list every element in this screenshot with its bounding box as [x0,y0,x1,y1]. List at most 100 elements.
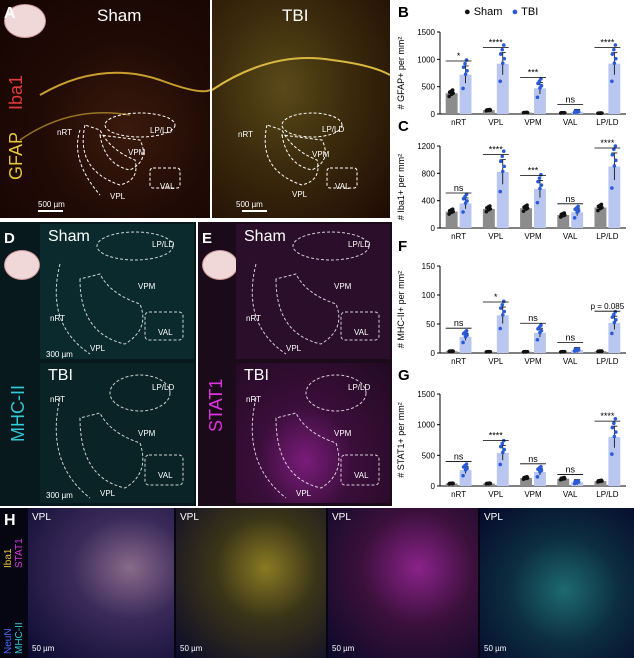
dot-tbi [612,320,617,325]
dot-tbi [463,468,468,472]
h-neun-label: NeuN [3,628,14,654]
dot-tbi [498,189,503,194]
region-lpld: LP/LD [150,126,173,135]
dot-tbi [539,172,543,177]
region-nrt: nRT [57,128,72,137]
bar-tbi [496,452,509,486]
panel-a-sham-image: A Sham nRT VPL VPM VAL LP/LD 500 µm Iba1… [0,0,210,218]
stain-iba1-label: Iba1 [6,74,26,110]
significance-label: **** [489,145,504,155]
dot-tbi [612,47,616,52]
x-tick-label: VAL [563,118,578,127]
dot-tbi [612,434,617,439]
y-tick-label: 1500 [417,28,435,37]
x-tick-label: nRT [451,490,466,499]
dot-tbi [461,340,465,345]
x-tick-label: VPM [524,232,542,241]
h-vpl-2: VPL [180,512,199,523]
y-tick-label: 500 [422,451,436,460]
x-tick-label: LP/LD [596,357,618,366]
region-vpm: VPM [138,282,156,291]
dot-tbi [498,444,503,449]
dot-tbi [498,52,503,56]
y-tick-label: 800 [422,169,436,178]
dot-tbi [572,215,577,220]
x-tick-label: LP/LD [596,490,618,499]
tbi-title: TBI [282,6,309,25]
panel-d-label: D [4,230,15,247]
dot-sham [521,209,526,213]
x-tick-label: VAL [563,232,578,241]
dot-sham [524,207,528,211]
dot-tbi [613,309,618,314]
region-vpm: VPM [312,150,330,159]
bar-tbi [608,436,621,486]
dot-tbi [610,52,615,56]
sham-subimage: Sham LP/LD VPM nRT VAL VPL 300 µm [40,224,194,359]
bar-tbi [459,470,472,486]
legend: ● Sham ● TBI [464,6,538,18]
tbi-outlines [212,57,390,189]
dot-tbi [501,43,506,47]
bar-sham [594,207,607,228]
dot-sham [487,208,491,212]
region-lpld: LP/LD [348,240,371,249]
dot-sham [561,213,566,218]
y-axis-label: # MHC-II+ per mm² [396,271,406,348]
dot-sham [484,209,489,214]
dot-sham [449,481,454,486]
significance-label: ns [454,452,464,462]
scale-bar [242,210,267,212]
region-vpl: VPL [286,344,302,353]
dot-tbi [536,327,540,331]
region-val: VAL [354,328,369,337]
significance-label: **** [600,138,615,148]
dot-sham [449,210,454,215]
region-vpm: VPM [334,282,352,291]
bar-tbi [459,203,472,228]
dot-sham [449,92,454,97]
dot-tbi [500,47,505,52]
region-val: VAL [160,182,175,191]
chart-g: # STAT1+ per mm² 0 500 1000 1500 ns nRT **** VPL… [396,390,626,499]
x-tick-label: nRT [451,118,466,127]
dot-tbi [461,473,465,478]
dot-tbi [500,313,505,317]
region-nrt: nRT [246,314,261,323]
significance-label: ns [454,318,464,328]
x-tick-label: VPM [524,118,542,127]
dot-tbi [612,312,616,317]
dot-tbi [461,465,466,469]
dot-sham [487,481,491,486]
dot-tbi [465,68,469,73]
dot-tbi [498,306,503,310]
dot-tbi [575,109,579,114]
dot-sham [561,111,566,115]
region-lpld: LP/LD [152,240,175,249]
region-lpld: LP/LD [322,125,345,134]
y-tick-label: 1200 [417,142,435,151]
brain-icon [4,250,40,280]
bar-sham [594,481,607,486]
dot-tbi [613,416,618,421]
x-tick-label: VAL [563,490,578,499]
y-tick-label: 100 [422,291,436,300]
dot-tbi [500,169,505,174]
panel-e-label: E [202,230,213,247]
dot-sham [524,110,528,115]
tbi-title: TBI [48,367,73,384]
dot-tbi [536,179,540,184]
region-lpld: LP/LD [348,383,371,392]
dot-tbi [612,421,616,425]
region-vpm: VPM [334,429,352,438]
dot-tbi [498,462,503,467]
y-tick-label: 400 [422,197,436,206]
dot-tbi [538,330,542,335]
x-tick-label: VPL [488,490,504,499]
significance-label: *** [528,165,539,175]
dot-tbi [539,183,544,187]
legend-sham: Sham [473,6,503,18]
scale-label: 300 µm [46,350,73,359]
dot-sham [598,206,603,211]
dot-tbi [502,447,507,452]
